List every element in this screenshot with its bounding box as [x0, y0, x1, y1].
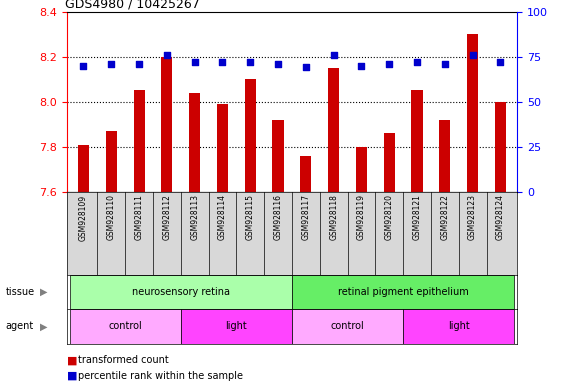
- Bar: [162, 57, 173, 192]
- Bar: [70, 309, 181, 344]
- Point: [496, 59, 505, 65]
- Text: GSM928122: GSM928122: [440, 194, 449, 240]
- Text: GSM928117: GSM928117: [302, 194, 310, 240]
- Text: GSM928124: GSM928124: [496, 194, 505, 240]
- Text: GSM928111: GSM928111: [135, 194, 144, 240]
- Text: control: control: [108, 321, 142, 331]
- Bar: [300, 156, 311, 192]
- Point: [357, 63, 366, 69]
- Bar: [217, 104, 228, 192]
- Text: GSM928113: GSM928113: [190, 194, 199, 240]
- Point: [218, 59, 227, 65]
- Text: control: control: [331, 321, 364, 331]
- Bar: [181, 309, 292, 344]
- Text: GSM928109: GSM928109: [79, 194, 88, 241]
- Point: [413, 59, 422, 65]
- Bar: [272, 120, 284, 192]
- Bar: [356, 147, 367, 192]
- Text: light: light: [448, 321, 469, 331]
- Text: retinal pigment epithelium: retinal pigment epithelium: [338, 287, 468, 297]
- Bar: [383, 133, 395, 192]
- Bar: [78, 145, 89, 192]
- Text: GSM928115: GSM928115: [246, 194, 254, 240]
- Bar: [439, 120, 450, 192]
- Text: ▶: ▶: [40, 321, 47, 331]
- Text: neurosensory retina: neurosensory retina: [132, 287, 229, 297]
- Text: GSM928123: GSM928123: [468, 194, 477, 240]
- Point: [468, 52, 477, 58]
- Bar: [189, 93, 200, 192]
- Bar: [467, 34, 478, 192]
- Text: ▶: ▶: [40, 287, 47, 297]
- Point: [385, 61, 394, 67]
- Bar: [70, 275, 292, 309]
- Text: GSM928120: GSM928120: [385, 194, 394, 240]
- Text: GSM928121: GSM928121: [413, 194, 422, 240]
- Text: percentile rank within the sample: percentile rank within the sample: [78, 371, 243, 381]
- Text: GSM928112: GSM928112: [162, 194, 171, 240]
- Bar: [134, 91, 145, 192]
- Text: tissue: tissue: [6, 287, 35, 297]
- Text: GSM928114: GSM928114: [218, 194, 227, 240]
- Bar: [245, 79, 256, 192]
- Bar: [411, 91, 422, 192]
- Point: [246, 59, 255, 65]
- Text: ■: ■: [67, 355, 77, 365]
- Point: [274, 61, 283, 67]
- Text: transformed count: transformed count: [78, 355, 169, 365]
- Point: [79, 63, 88, 69]
- Bar: [328, 68, 339, 192]
- Point: [134, 61, 144, 67]
- Bar: [403, 309, 514, 344]
- Point: [440, 61, 450, 67]
- Text: light: light: [225, 321, 248, 331]
- Text: GSM928118: GSM928118: [329, 194, 338, 240]
- Text: agent: agent: [6, 321, 34, 331]
- Text: GSM928116: GSM928116: [274, 194, 282, 240]
- Point: [190, 59, 199, 65]
- Bar: [495, 102, 506, 192]
- Bar: [292, 275, 514, 309]
- Point: [329, 52, 338, 58]
- Text: GDS4980 / 10425267: GDS4980 / 10425267: [64, 0, 199, 10]
- Point: [301, 65, 310, 71]
- Point: [107, 61, 116, 67]
- Text: ■: ■: [67, 371, 77, 381]
- Bar: [292, 309, 403, 344]
- Bar: [106, 131, 117, 192]
- Text: GSM928110: GSM928110: [107, 194, 116, 240]
- Text: GSM928119: GSM928119: [357, 194, 366, 240]
- Point: [162, 52, 171, 58]
